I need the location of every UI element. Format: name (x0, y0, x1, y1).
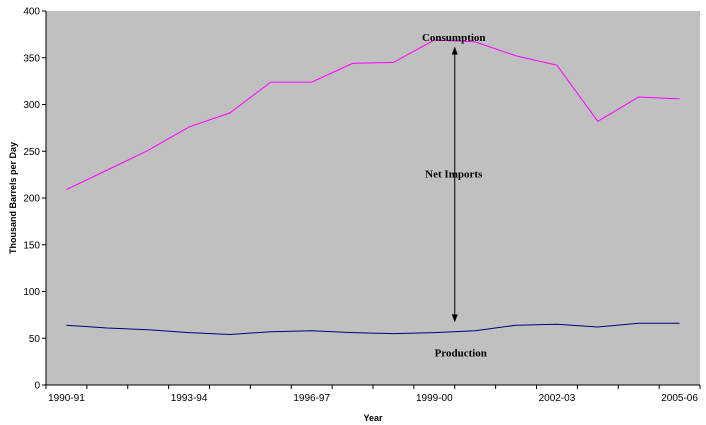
y-tick-label: 200 (23, 194, 40, 205)
net-imports-arrow (451, 46, 458, 323)
arrow-head-down (451, 314, 458, 323)
y-tick-label: 250 (23, 147, 40, 158)
y-axis-title: Thousand Barrels per Day (8, 142, 18, 254)
x-axis-title: Year (363, 413, 383, 423)
y-tick-label: 400 (23, 7, 40, 18)
x-tick-label: 1999-00 (416, 393, 453, 404)
x-tick-label: 2005-06 (661, 393, 698, 404)
y-tick-label: 50 (29, 334, 41, 345)
x-tick-label: 1990-91 (48, 393, 85, 404)
series-group (66, 39, 680, 336)
series-line-production (66, 322, 680, 336)
x-tick-label: 1993-94 (171, 393, 208, 404)
arrow-head-up (451, 46, 458, 55)
production-annotation: Production (435, 347, 487, 359)
y-tick-label: 300 (23, 100, 40, 111)
x-tick-label: 2002-03 (539, 393, 576, 404)
y-axis-ticks: 0 50 100 150 200 250 300 350 400 (23, 7, 46, 392)
y-tick-label: 100 (23, 287, 40, 298)
consumption-annotation: Consumption (422, 32, 486, 44)
y-tick-label: 150 (23, 240, 40, 251)
y-tick-label: 350 (23, 53, 40, 64)
x-tick-label: 1996-97 (293, 393, 330, 404)
series-line-consumption (66, 39, 680, 191)
y-tick-label: 0 (34, 381, 40, 392)
net-imports-annotation: Net Imports (425, 169, 483, 181)
plot-area (46, 11, 700, 385)
x-axis-ticks: 1990-91 1993-94 1996-97 1999-00 2002-03 2005-… (45, 385, 701, 404)
